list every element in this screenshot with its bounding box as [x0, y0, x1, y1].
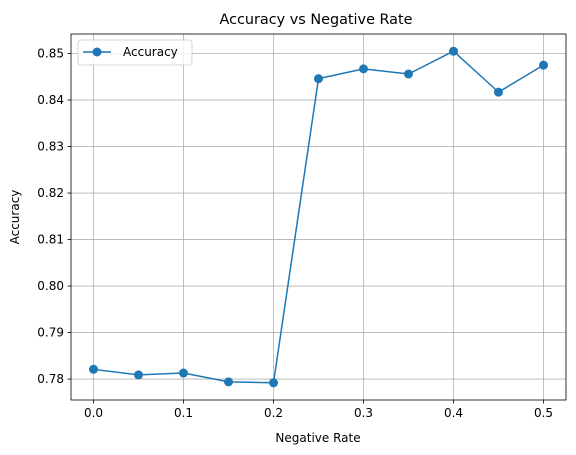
series [89, 46, 548, 388]
data-point [359, 64, 368, 74]
y-axis-ticks: 0.78 0.79 0.80 0.81 0.82 0.83 0.84 0.85 [37, 47, 71, 386]
data-point [89, 364, 98, 374]
y-tick-label: 0.85 [37, 47, 64, 61]
y-axis-label: Accuracy [8, 190, 22, 245]
x-tick-label: 0.1 [174, 406, 193, 420]
x-axis-ticks: 0.0 0.1 0.2 0.3 0.4 0.5 [84, 400, 553, 420]
y-tick-label: 0.84 [37, 93, 64, 107]
x-axis-label: Negative Rate [275, 431, 360, 445]
data-point [314, 74, 323, 84]
x-tick-label: 0.2 [264, 406, 283, 420]
x-tick-label: 0.3 [354, 406, 373, 420]
data-point [494, 87, 503, 97]
legend-label: Accuracy [123, 45, 178, 59]
x-tick-label: 0.4 [444, 406, 463, 420]
data-point [269, 378, 278, 388]
y-tick-label: 0.80 [37, 279, 64, 293]
y-tick-label: 0.78 [37, 372, 64, 386]
y-tick-label: 0.82 [37, 186, 64, 200]
x-tick-label: 0.5 [534, 406, 553, 420]
plot-frame [70, 33, 567, 401]
chart-title: Accuracy vs Negative Rate [219, 12, 412, 28]
y-tick-label: 0.81 [37, 233, 64, 247]
y-tick-label: 0.83 [37, 140, 64, 154]
y-tick-label: 0.79 [37, 326, 64, 340]
data-point [134, 370, 143, 380]
grid [71, 34, 566, 400]
data-point [179, 368, 188, 378]
data-point [449, 46, 458, 56]
legend: Accuracy [77, 39, 193, 66]
legend-box [77, 39, 193, 66]
legend-marker-swatch [92, 47, 102, 57]
x-tick-label: 0.0 [84, 406, 103, 420]
data-point [539, 60, 548, 70]
data-point [224, 377, 233, 387]
data-point [404, 69, 413, 79]
